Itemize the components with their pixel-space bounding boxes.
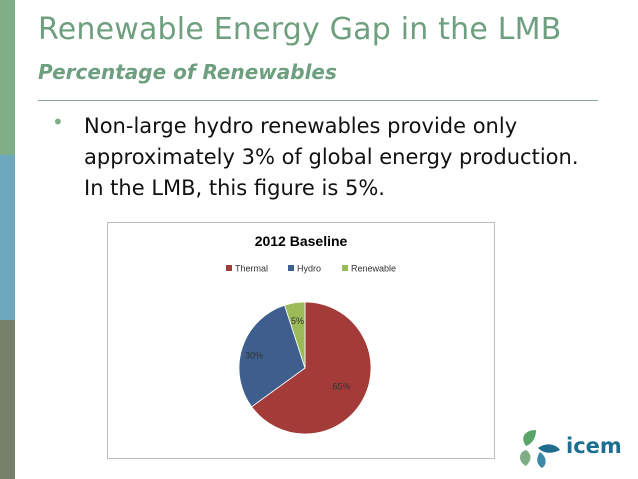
pie-slice-hydro bbox=[238, 304, 306, 408]
pie-data-labels: 65% 30% 5% bbox=[245, 316, 350, 392]
accent-bar-top bbox=[0, 0, 15, 155]
legend-label-thermal: Thermal bbox=[235, 264, 268, 274]
chart-title: 2012 Baseline bbox=[255, 233, 348, 249]
chart-legend: Thermal Hydro Renewable bbox=[226, 264, 396, 274]
legend-swatch-hydro bbox=[288, 265, 294, 271]
bullet-marker: • bbox=[52, 110, 64, 134]
accent-bar-middle bbox=[0, 155, 15, 320]
title-divider bbox=[38, 100, 598, 101]
legend-label-renewable: Renewable bbox=[351, 264, 396, 274]
data-label-thermal: 65% bbox=[332, 382, 350, 392]
logo-leaf-icon bbox=[537, 452, 546, 468]
icem-logo-mark bbox=[520, 430, 560, 468]
icem-logo-text: icem bbox=[566, 434, 622, 458]
logo-leaf-icon bbox=[520, 450, 531, 466]
legend-label-hydro: Hydro bbox=[297, 264, 321, 274]
legend-swatch-renewable bbox=[342, 265, 348, 271]
bullet-text: Non-large hydro renewables provide only … bbox=[84, 114, 579, 200]
pie-slice-renewable bbox=[284, 301, 306, 369]
pie-chart-frame: 2012 Baseline Thermal Hydro Renewable 65% 3… bbox=[107, 222, 495, 459]
data-label-hydro: 30% bbox=[245, 350, 263, 360]
slide-title: Renewable Energy Gap in the LMB bbox=[38, 12, 562, 47]
data-label-renewable: 5% bbox=[291, 316, 304, 326]
pie-slices bbox=[238, 301, 372, 435]
logo-leaf-icon bbox=[538, 444, 560, 453]
accent-bar-bottom bbox=[0, 320, 15, 479]
pie-slice-thermal bbox=[251, 301, 372, 435]
slide-subtitle: Percentage of Renewables bbox=[38, 60, 337, 84]
legend-swatch-thermal bbox=[226, 265, 232, 271]
logo-leaf-icon bbox=[523, 430, 536, 446]
pie-chart: 2012 Baseline Thermal Hydro Renewable 65% 3… bbox=[226, 233, 396, 435]
